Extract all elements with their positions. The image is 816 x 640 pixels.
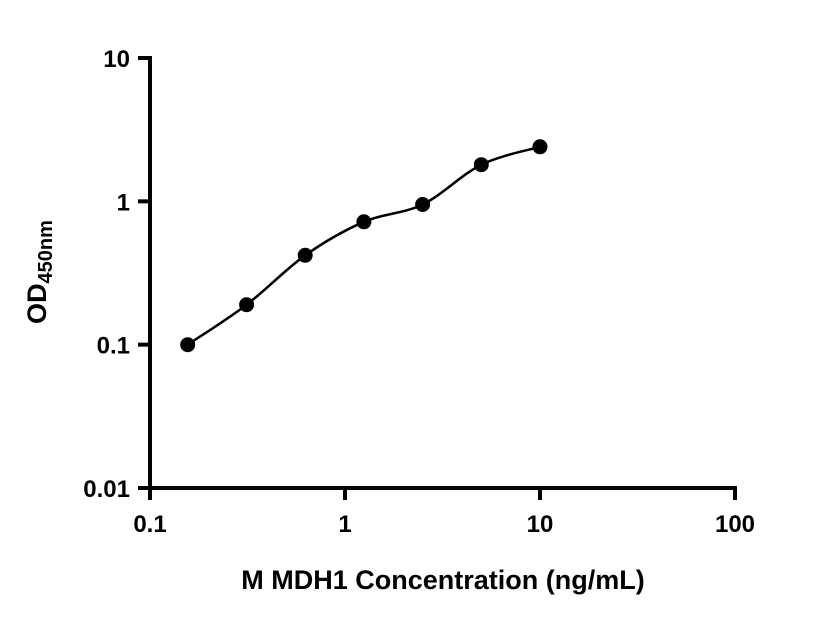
y-axis-label-main: OD xyxy=(22,283,52,324)
data-point xyxy=(356,214,372,230)
x-axis-label: M MDH1 Concentration (ng/mL) xyxy=(241,565,644,595)
x-tick-label: 10 xyxy=(527,511,554,538)
data-point xyxy=(473,157,489,173)
y-axis-label-subscript: 450nm xyxy=(35,220,57,283)
axes xyxy=(148,56,737,490)
data-point xyxy=(415,197,431,212)
x-tick-label: 0.1 xyxy=(133,511,166,538)
y-tick-label: 1 xyxy=(117,189,130,216)
data-point xyxy=(532,139,548,155)
y-tick-label: 0.01 xyxy=(83,476,130,503)
y-tick-label: 0.1 xyxy=(97,333,130,360)
data-point xyxy=(180,337,196,353)
data-point xyxy=(239,297,255,313)
data-point xyxy=(297,247,313,263)
x-tick-label: 1 xyxy=(338,511,351,538)
fit-curve xyxy=(186,145,541,346)
x-tick-label: 100 xyxy=(715,511,755,538)
y-axis-label: OD450nm xyxy=(22,220,57,324)
y-tick-label: 10 xyxy=(103,46,130,73)
